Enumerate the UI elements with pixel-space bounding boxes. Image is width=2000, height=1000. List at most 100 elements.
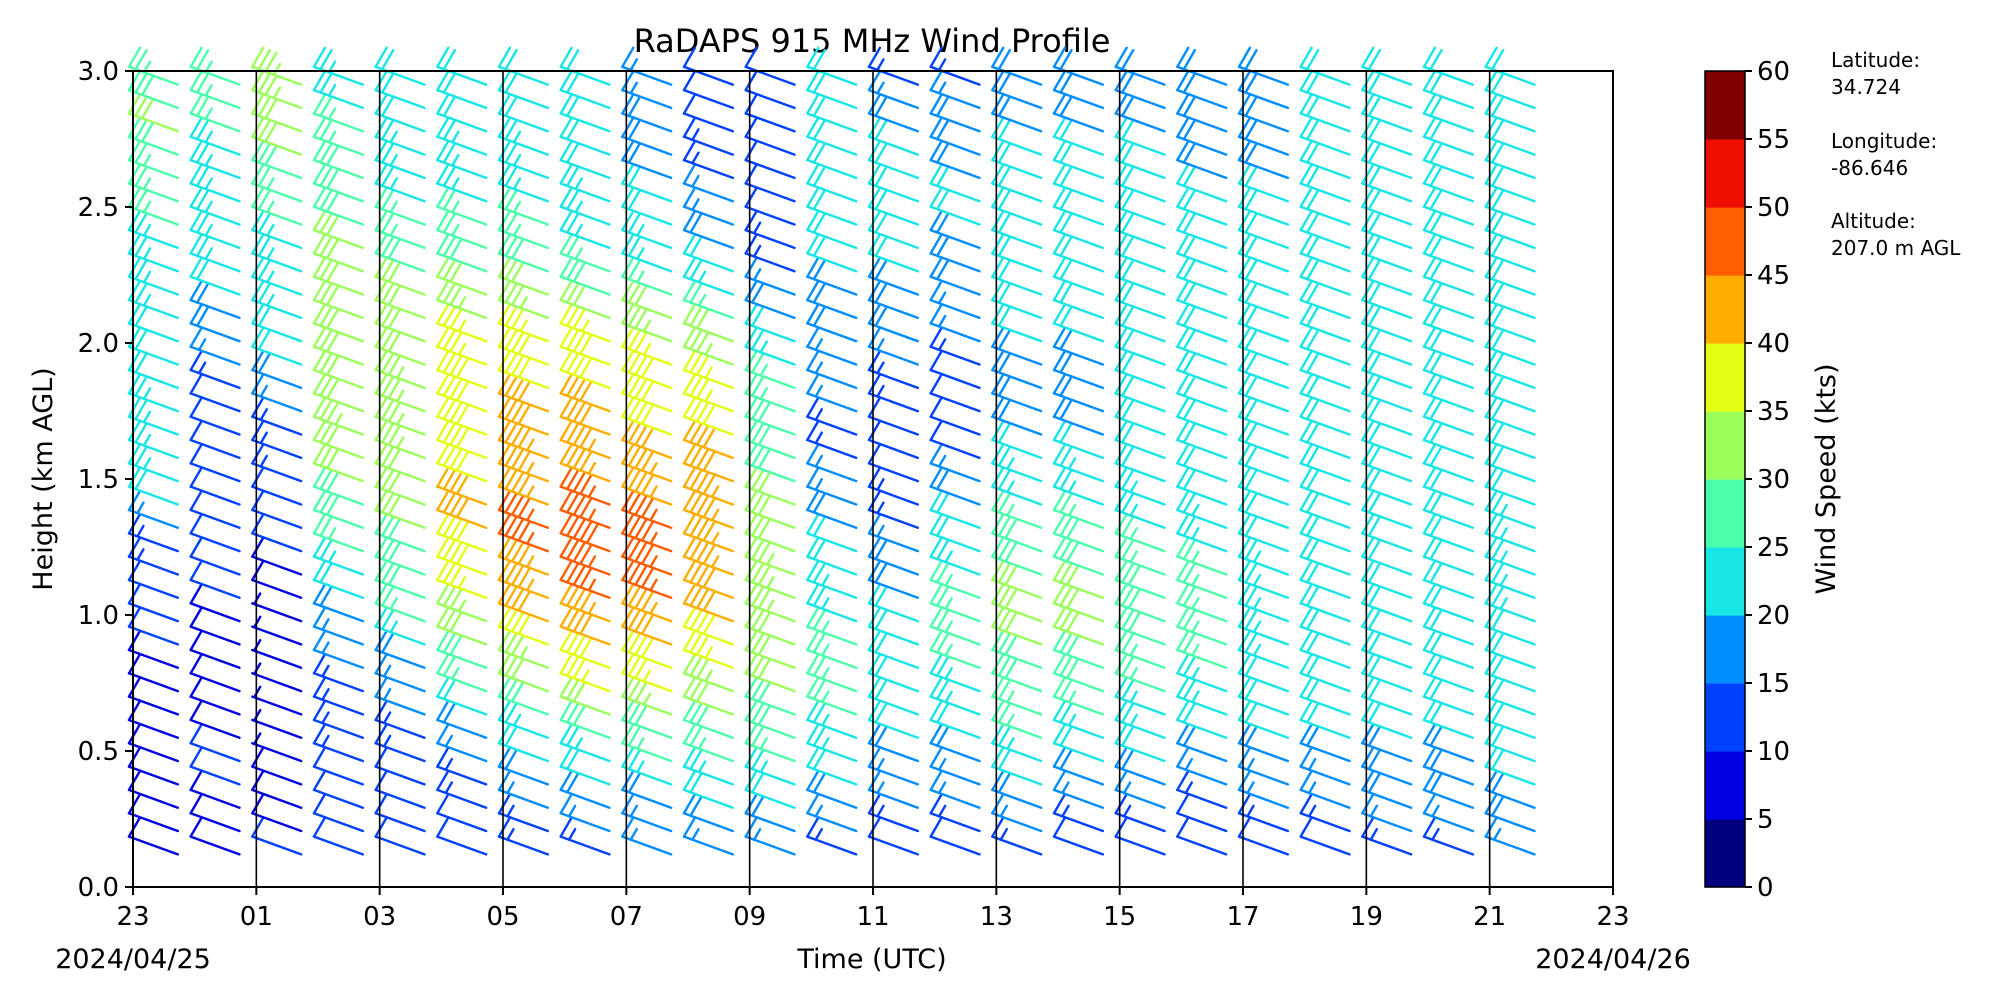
wind-barb [621,536,673,576]
wind-barb-staff [1237,835,1290,856]
wind-barb [682,746,735,786]
wind-barb-half-feather [1246,804,1255,818]
wind-barb-feather [1367,95,1382,118]
wind-barb-staff [991,345,1043,366]
wind-barb-feather [1176,653,1190,675]
wind-barb-staff [621,532,673,553]
wind-barb-staff [867,835,920,856]
wind-barb-half-feather [759,340,768,354]
wind-barb [744,816,796,856]
wind-barb-feather [1491,142,1505,164]
wind-barb-half-feather [944,643,953,657]
wind-barb [189,373,241,413]
wind-barb [1237,46,1290,86]
wind-barb-staff [867,695,920,716]
wind-barb-staff [374,228,426,250]
wind-barb-feather [1422,536,1437,558]
wind-barb-feather [1114,489,1128,512]
wind-barb [1361,256,1413,296]
wind-barb-staff [1422,672,1475,693]
wind-barb [374,653,426,693]
wind-barb-feather [442,48,457,71]
wind-barb [251,615,303,646]
wind-barb [806,536,858,576]
wind-barb-feather [504,538,518,561]
wind-barb [251,303,303,343]
wind-barb-staff [1237,532,1290,553]
wind-barb-feather [559,653,573,675]
wind-barb-feather [1182,398,1197,421]
wind-barb-feather [559,163,573,185]
wind-barb-feather [504,165,518,188]
wind-barb [1237,373,1290,413]
wind-barb-feather [436,676,450,698]
wind-barb-half-feather [382,688,392,701]
wind-barb-feather [436,373,450,395]
wind-barb-feather [572,447,586,470]
wind-barb-feather [251,326,265,348]
wind-barb-feather [1244,48,1258,71]
wind-barb-feather [1422,606,1437,628]
wind-barb-half-feather [814,384,824,398]
wind-barb [744,233,796,273]
wind-barb-half-feather [266,270,275,284]
wind-barb-feather [374,443,388,465]
wind-barb [374,583,426,623]
wind-barb [1237,256,1290,296]
wind-barb-half-feather [1006,503,1015,517]
wind-barb-feather [1052,653,1067,675]
wind-barb [1361,349,1413,390]
wind-barb-staff [682,555,735,576]
wind-barb-staff [1052,65,1105,86]
wind-barb-feather [689,235,703,258]
wind-barb-feather [497,209,512,232]
wind-barb-half-feather [321,618,330,631]
wind-barb-half-feather [814,361,824,375]
wind-barb-feather [436,629,450,652]
wind-barb-feather [572,354,586,377]
wind-barb-staff [1052,322,1105,343]
wind-barb-feather [449,471,463,493]
wind-barb-feather [682,303,697,325]
wind-barb [1176,466,1228,506]
wind-barb-feather [1244,72,1258,94]
wind-barb-feather [997,398,1012,421]
wind-barb-feather [929,279,943,302]
wind-barb [806,699,858,739]
wind-barb-staff [251,742,303,763]
wind-barb-feather [517,450,531,472]
wind-barb-feather [1121,95,1135,118]
wind-barb-staff [1114,625,1166,646]
wind-barb [1176,606,1228,646]
wind-barb-staff [682,625,735,646]
wind-barb-feather [1361,256,1375,278]
wind-barb-staff [1422,298,1475,320]
wind-barb [1484,443,1536,483]
wind-barb-half-feather [321,711,330,725]
wind-barb-staff [1114,508,1166,529]
end-date-label: 2024/04/26 [1535,944,1691,975]
wind-barb [559,536,611,576]
wind-barb [1052,373,1105,413]
wind-barb-feather [751,608,765,631]
wind-barb-feather [497,279,512,302]
wind-barb [1299,513,1351,553]
wind-barb-feather [1176,536,1190,558]
wind-barb [621,373,673,413]
wind-barb-feather [621,769,635,792]
wind-barb-feather [566,165,580,188]
wind-barb-staff [312,345,365,366]
wind-barb [1237,443,1290,483]
wind-barb [929,583,981,623]
wind-barb-feather [634,611,648,633]
wind-barb [559,559,611,599]
wind-barb [497,699,550,739]
wind-barb-feather [621,653,635,675]
wind-barb-staff [1299,555,1351,576]
wind-barb [806,233,858,273]
wind-barb-half-feather [1067,690,1077,704]
wind-barb-staff [621,578,673,599]
wind-barb-feather [251,489,265,512]
wind-barb-staff [744,158,796,180]
wind-barb-half-feather [389,620,398,634]
